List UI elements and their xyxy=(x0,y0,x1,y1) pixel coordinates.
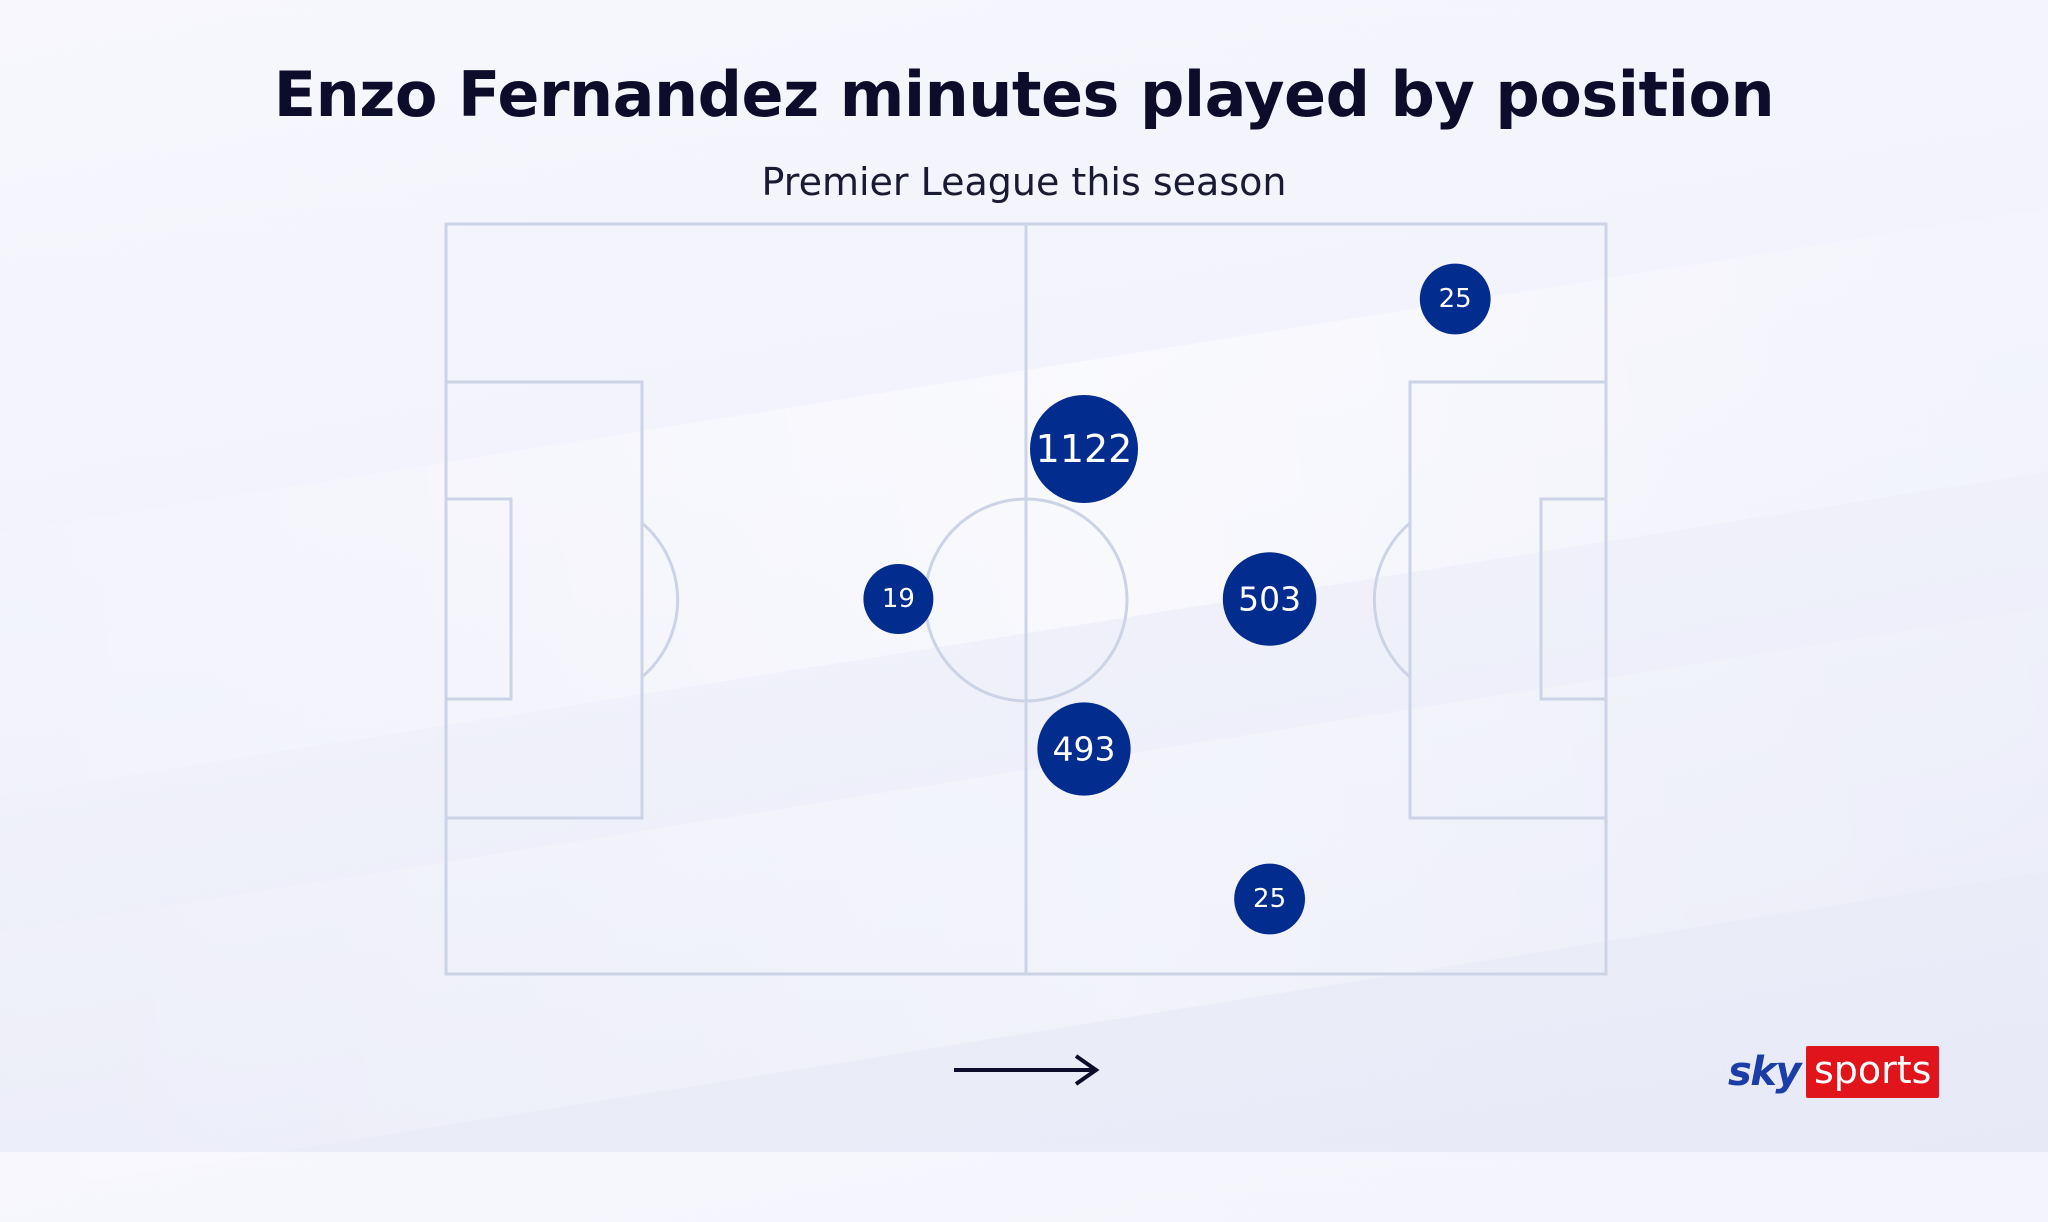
left-penalty-area xyxy=(444,380,644,820)
left-goal-area xyxy=(444,497,513,701)
bubble-value-label: 1122 xyxy=(1036,427,1133,471)
right-penalty-area xyxy=(1408,380,1608,820)
bubble-value-label: 25 xyxy=(1253,884,1286,914)
right-goal-area xyxy=(1539,497,1608,701)
position-bubble xyxy=(1419,263,1491,335)
left-penalty-arc xyxy=(641,521,680,679)
football-pitch-chart: 25 1122 19 503 493 25 xyxy=(444,222,1608,976)
position-bubble xyxy=(863,564,934,634)
chart-subtitle: Premier League this season xyxy=(761,160,1287,204)
position-bubble xyxy=(1222,552,1317,646)
position-bubbles: 25 1122 19 503 493 25 xyxy=(863,263,1491,935)
bubble-value-label: 503 xyxy=(1238,580,1301,619)
arrow-right-icon xyxy=(954,1054,1100,1086)
pitch-markings xyxy=(444,222,1608,976)
logo-product-word: sports xyxy=(1805,1046,1940,1098)
sky-sports-logo: sky sports xyxy=(1728,1046,1940,1098)
right-penalty-arc xyxy=(1372,521,1411,679)
position-bubble xyxy=(1037,702,1131,796)
position-bubble xyxy=(1234,863,1306,935)
bubble-value-label: 493 xyxy=(1053,730,1116,769)
bubble-value-label: 19 xyxy=(882,584,915,614)
logo-brand-word: sky xyxy=(1728,1049,1801,1095)
position-bubble xyxy=(1030,395,1138,503)
bubble-value-label: 25 xyxy=(1439,284,1472,314)
chart-title: Enzo Fernandez minutes played by positio… xyxy=(273,58,1775,131)
